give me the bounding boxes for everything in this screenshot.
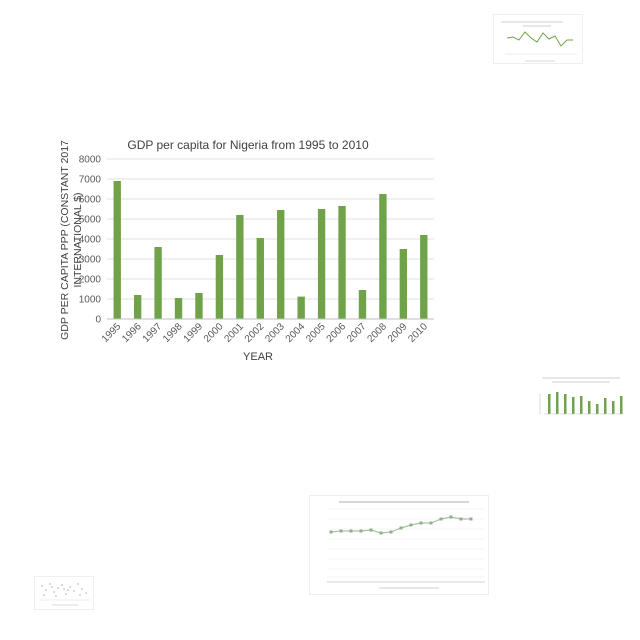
bar-2007: [358, 290, 367, 319]
bar-2010: [420, 235, 428, 319]
mini-line-series: [506, 31, 573, 47]
bar-2002: [256, 238, 264, 319]
bar-2009: [399, 249, 408, 319]
x-tick-label: 2002: [243, 321, 267, 345]
y-tick-label: 4000: [79, 235, 102, 246]
x-tick-label: 2010: [406, 321, 430, 345]
x-tick-label: 2009: [386, 321, 410, 345]
y-tick-label: 1000: [79, 295, 102, 306]
y-tick-label: 2000: [79, 275, 102, 286]
y-tick-label: 0: [95, 315, 101, 326]
chart-title: GDP per capita for Nigeria from 1995 to …: [127, 138, 369, 152]
x-tick-label: 2006: [325, 321, 349, 345]
x-tick-label: 2001: [222, 321, 246, 345]
y-tick-label: 3000: [79, 255, 102, 266]
x-tick-label: 2000: [202, 321, 226, 345]
bar-1998: [174, 298, 183, 319]
bar-1996: [133, 295, 142, 319]
y-tick-labels: 0 1000 2000 3000 4000 5000 6000 7000 8000: [79, 155, 102, 326]
bar-2003: [277, 210, 285, 319]
mini-line-chart-thumbnail: [493, 14, 583, 64]
x-axis-label: YEAR: [243, 351, 273, 363]
bar-1997: [154, 247, 162, 319]
x-tick-label: 2005: [304, 321, 328, 345]
y-tick-label: 7000: [79, 175, 102, 186]
bar-2000: [215, 255, 224, 319]
bar-2008: [379, 194, 387, 319]
x-tick-label: 1997: [141, 321, 165, 345]
x-tick-label: 2004: [284, 321, 308, 345]
bar-2006: [338, 206, 346, 319]
x-tick-label: 1998: [161, 321, 185, 345]
mini-scatter-chart-thumbnail: [34, 576, 94, 610]
x-tick-label: 2008: [366, 321, 390, 345]
y-tick-label: 5000: [79, 215, 102, 226]
bars: [113, 181, 428, 319]
x-tick-label: 1995: [100, 321, 124, 345]
y-tick-label: 6000: [79, 195, 102, 206]
mini-bar-chart-thumbnail: [532, 374, 628, 432]
x-tick-labels: 1995199619971998199920002001200220032004…: [100, 321, 430, 345]
bar-1995: [113, 181, 121, 319]
x-tick-label: 2007: [345, 321, 369, 345]
x-tick-label: 1996: [120, 321, 144, 345]
y-tick-label: 8000: [79, 155, 102, 166]
bar-2001: [236, 215, 244, 319]
bar-2004: [297, 296, 305, 319]
x-tick-label: 1999: [182, 321, 206, 345]
y-axis-label-line-2: INTERNATIONAL $): [72, 192, 84, 287]
x-tick-label: 2003: [263, 321, 287, 345]
bar-2005: [317, 209, 326, 319]
bar-1999: [195, 293, 203, 319]
mini-line-marker-chart-thumbnail: [309, 495, 489, 595]
y-axis-label-line-1: GDP PER CAPITA PPP (CONSTANT 2017: [59, 140, 71, 340]
